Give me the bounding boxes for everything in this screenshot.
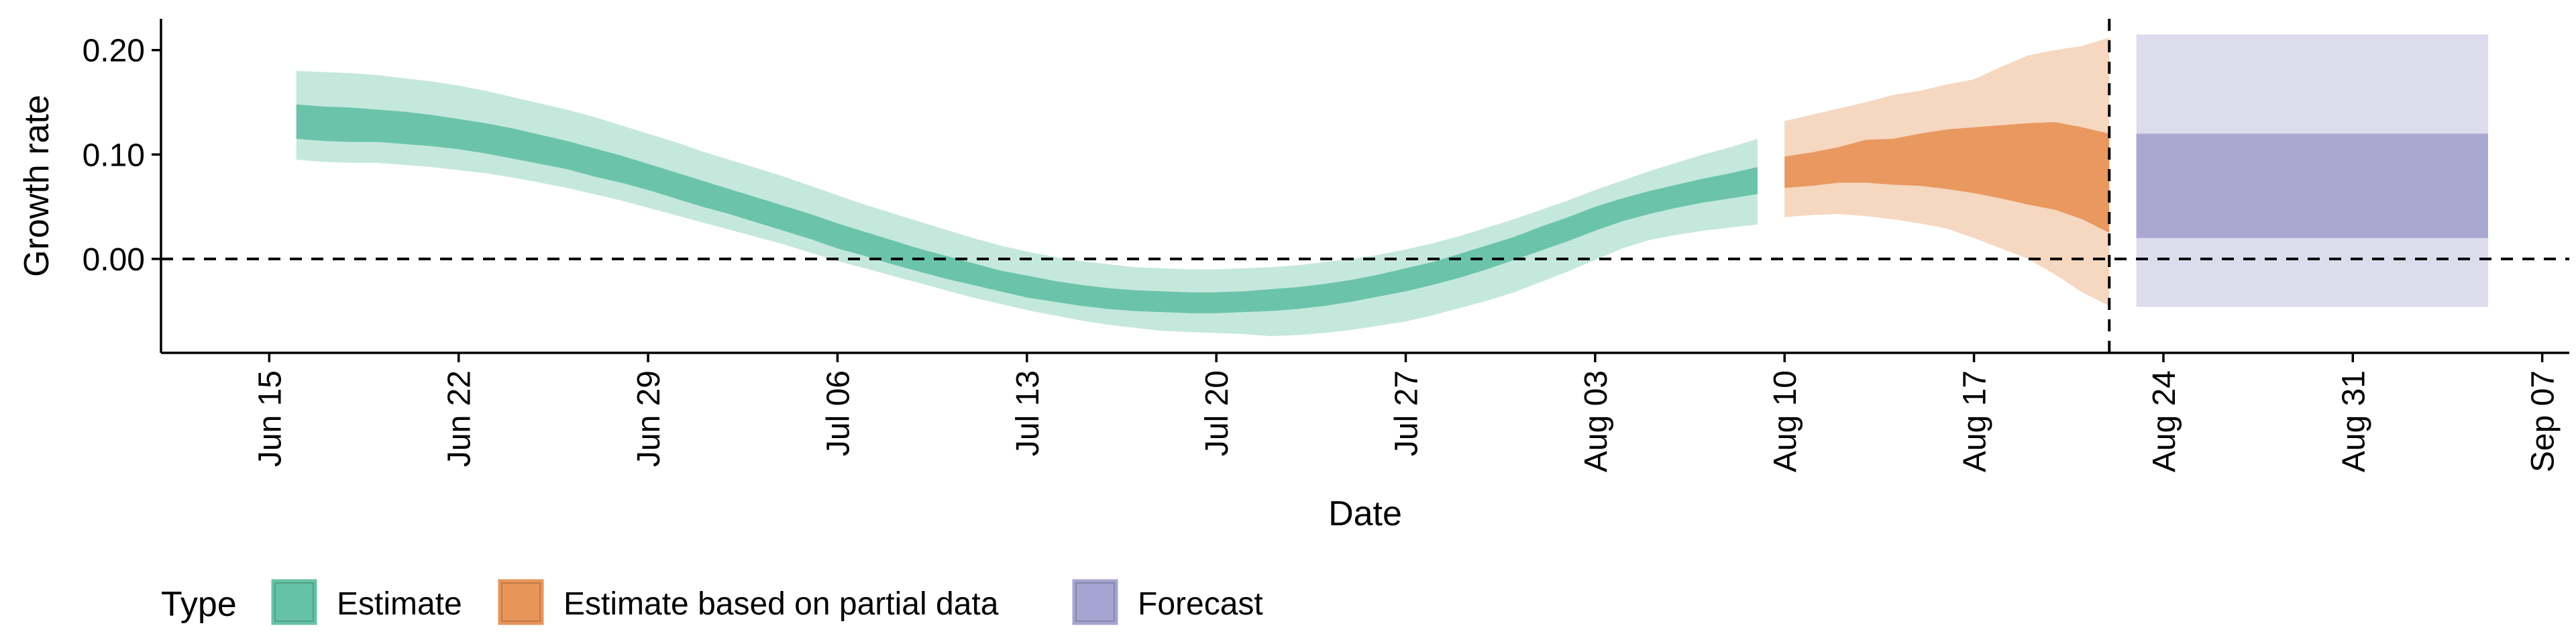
band-50-estimate (296, 104, 1758, 313)
legend-key-border (274, 582, 314, 622)
y-axis-title: Growth rate (17, 95, 56, 277)
uncertainty-bands (296, 34, 2488, 337)
legend-title: Type (161, 585, 237, 624)
x-axis-title: Date (1328, 494, 1402, 533)
x-tick-label: Aug 03 (1578, 370, 1614, 472)
x-tick-label: Jun 22 (442, 370, 478, 467)
y-tick-label: 0.10 (83, 138, 145, 173)
y-tick-label: 0.20 (83, 34, 145, 69)
x-tick-label: Aug 31 (2336, 370, 2371, 472)
band-50-estimate-based-on-partial-data (1784, 122, 2110, 233)
legend-key-border (501, 582, 541, 622)
legend: Type Estimate Estimate based on partial d… (161, 579, 1263, 625)
x-tick-label: Jun 29 (631, 370, 667, 467)
x-axis-ticks: Jun 15 Jun 22 Jun 29 Jul 06 Jul 13 Jul 20 Jul … (252, 353, 2561, 472)
band-50-forecast (2136, 133, 2488, 238)
x-tick-label: Sep 07 (2526, 370, 2561, 472)
legend-label: Forecast (1138, 586, 1263, 622)
x-tick-label: Jul 27 (1389, 370, 1425, 456)
x-tick-label: Jul 20 (1199, 370, 1235, 456)
x-tick-label: Jul 06 (820, 370, 856, 456)
x-tick-label: Aug 10 (1768, 370, 1803, 472)
x-tick-label: Aug 17 (1957, 370, 1993, 472)
legend-key-border (1075, 582, 1115, 622)
legend-key (498, 579, 544, 625)
y-axis-ticks: 0.00 0.10 0.20 (83, 34, 161, 278)
band-90-estimate (296, 70, 1758, 337)
x-tick-label: Aug 24 (2147, 370, 2182, 472)
x-tick-label: Jun 15 (252, 370, 288, 467)
legend-label: Estimate based on partial data (564, 586, 999, 622)
legend-key (271, 579, 317, 625)
x-tick-label: Jul 13 (1010, 370, 1046, 456)
legend-label: Estimate (337, 586, 462, 622)
y-tick-label: 0.00 (83, 242, 145, 278)
legend-key (1072, 579, 1118, 625)
